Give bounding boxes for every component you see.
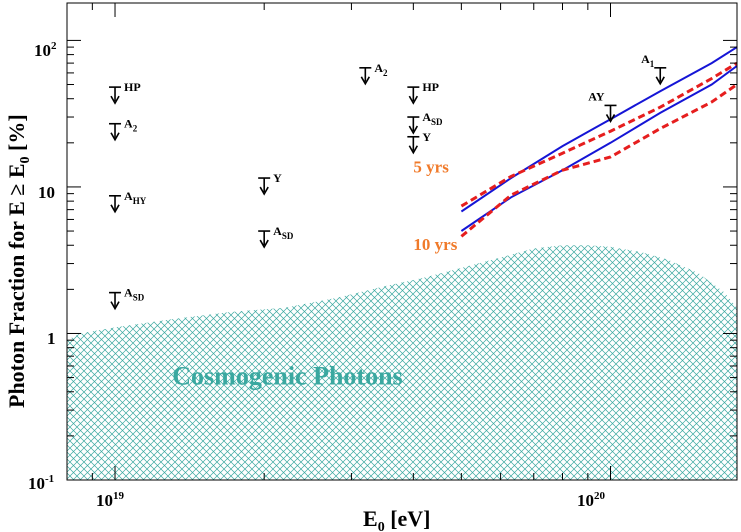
upper-limit-label: ASD [124, 286, 145, 303]
annotation-5-yrs: 5 yrs [413, 158, 449, 177]
series-line-4 [460, 83, 737, 238]
upper-limit-label: AY [588, 89, 605, 103]
y-tick-label-10: 10 [38, 183, 55, 202]
upper-limit-label: HP [124, 80, 141, 94]
down-arrow-icon [259, 186, 269, 196]
down-arrow-icon [360, 76, 371, 86]
y-tick-label-0.1: 10-1 [28, 473, 54, 493]
plot-frame [66, 2, 738, 481]
upper-limit-label: A2 [124, 117, 138, 134]
down-arrow-icon [110, 204, 120, 214]
upper-limit-10: Y [407, 130, 431, 155]
down-arrow-icon [408, 125, 419, 135]
y-tick-label-1: 1 [47, 329, 56, 348]
down-arrow-icon [408, 145, 419, 155]
annotation-10-yrs: 10 yrs [413, 235, 457, 254]
down-arrow-icon [110, 95, 120, 105]
down-arrow-icon [655, 76, 665, 86]
upper-limit-12: A1 [641, 52, 667, 86]
upper-limit-11: AY [588, 89, 617, 124]
y-tick-label-100: 102 [34, 40, 57, 60]
cosmogenic-photon-band [67, 245, 737, 480]
down-arrow-icon [259, 239, 269, 249]
upper-limit-label: Y [422, 130, 431, 144]
series-line-1 [460, 46, 737, 213]
upper-limit-8: HP [407, 80, 439, 105]
upper-limit-9: ASD [407, 110, 443, 135]
x-axis-label: E0 [eV] [363, 506, 431, 532]
down-arrow-icon [408, 95, 419, 105]
upper-limit-label: A1 [641, 52, 655, 69]
upper-limit-1: HP [109, 80, 141, 105]
down-arrow-icon [110, 301, 120, 311]
upper-limit-5: Y [258, 171, 282, 196]
upper-limit-label: Y [273, 171, 282, 185]
x-tick-label-1e20: 1020 [577, 490, 606, 510]
upper-limit-7: A2 [359, 61, 388, 86]
band-label-cosmogenic-photons: Cosmogenic Photons [172, 361, 402, 390]
down-arrow-icon [605, 114, 616, 124]
series-line-2 [460, 65, 737, 232]
upper-limit-label: ASD [422, 110, 443, 127]
y-axis-label: Photon Fraction for E ≥ E0 [%] [4, 114, 33, 408]
down-arrow-icon [110, 132, 120, 142]
upper-limit-6: ASD [258, 224, 294, 249]
upper-limit-label: AHY [124, 189, 147, 206]
series-line-3 [460, 61, 737, 208]
upper-limit-3: AHY [109, 189, 147, 214]
upper-limit-label: ASD [273, 224, 294, 241]
upper-limit-4: ASD [109, 286, 145, 311]
upper-limit-2: A2 [109, 117, 138, 142]
upper-limit-label: A2 [374, 61, 388, 78]
upper-limit-label: HP [422, 80, 439, 94]
x-tick-label-1e19: 1019 [96, 490, 125, 510]
